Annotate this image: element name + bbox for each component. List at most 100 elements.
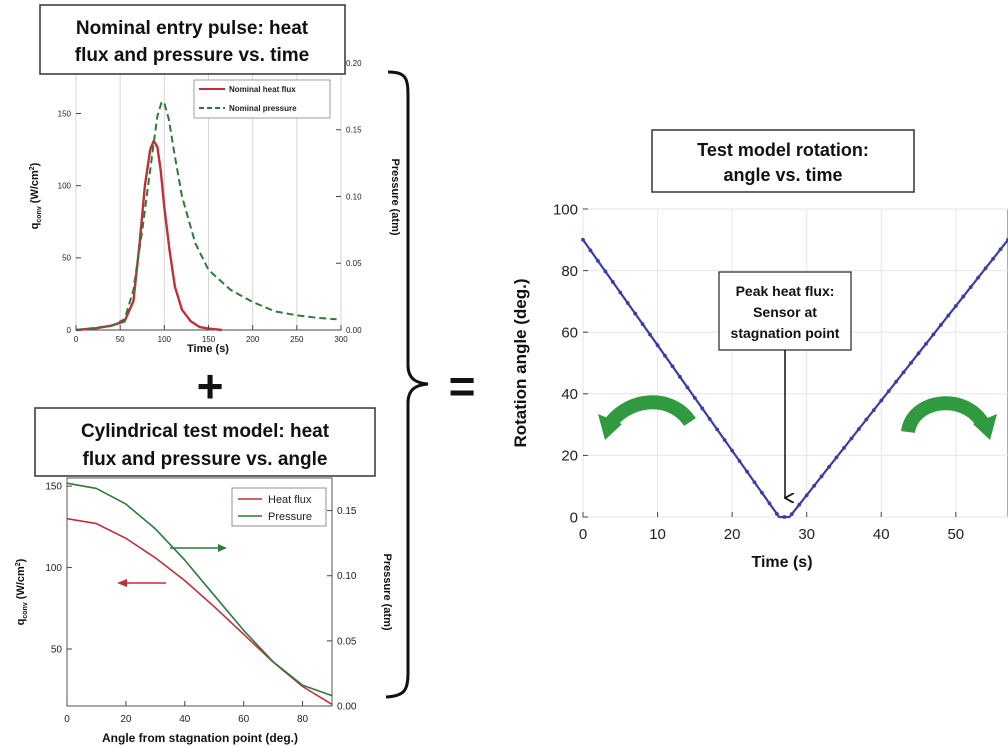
y-tick-label: 60 — [561, 324, 578, 341]
x-tick-label: 0 — [64, 714, 70, 725]
callout-line-2: Sensor at — [753, 304, 817, 320]
y-tick-label: 100 — [45, 563, 62, 574]
y-axis-label: qconv (W/cm2) — [29, 162, 43, 229]
data-point — [640, 322, 645, 327]
y-axis-label: Rotation angle (deg.) — [511, 278, 530, 447]
data-point — [730, 448, 735, 453]
data-point — [901, 370, 906, 375]
chart-title-line-2: flux and pressure vs. angle — [83, 449, 328, 470]
x-tick-label: 40 — [179, 714, 191, 725]
data-point — [692, 395, 697, 400]
x-tick-label: 0 — [579, 526, 587, 543]
x-tick-label: 60 — [238, 714, 250, 725]
data-point — [924, 341, 928, 346]
data-point — [752, 480, 757, 485]
data-point — [916, 351, 921, 356]
right-arrow-icon — [170, 544, 227, 552]
y-axis-label-unit: (W/cm — [29, 170, 41, 206]
data-point — [745, 469, 749, 474]
data-point — [596, 258, 600, 263]
y2-tick-label: 0.00 — [346, 326, 362, 335]
y-axis-label-main: q — [15, 619, 27, 626]
data-point — [804, 493, 809, 498]
y-axis-label-sub: conv — [36, 206, 43, 222]
legend-box — [231, 487, 327, 527]
data-point — [946, 313, 951, 318]
chart-title-line-1: Nominal entry pulse: heat — [76, 18, 309, 39]
y2-tick-label: 0.05 — [346, 259, 362, 268]
data-point — [938, 323, 943, 327]
legend-label-pressure: Pressure — [268, 511, 312, 523]
curved-arrow-icon — [598, 395, 696, 440]
grouping-brace — [385, 70, 429, 699]
left-arrow-icon — [117, 579, 166, 587]
data-point — [879, 398, 884, 403]
x-tick-label: 300 — [334, 335, 348, 344]
y2-axis-label: Pressure (atm) — [389, 158, 401, 235]
data-point — [715, 427, 720, 432]
y-axis-label-close: ) — [29, 162, 41, 166]
data-point — [722, 438, 727, 442]
y-axis-label-sup: 2 — [15, 562, 22, 566]
series-layer — [75, 100, 337, 332]
x-axis-label: Time (s) — [751, 554, 812, 571]
data-point — [760, 490, 764, 495]
y-axis-label-unit: (W/cm — [15, 566, 27, 602]
data-point — [976, 275, 981, 280]
callout-line-3: stagnation point — [731, 325, 840, 341]
data-point — [774, 511, 779, 516]
chart-title-line-2: angle vs. time — [723, 165, 842, 185]
plot-frame — [582, 208, 1008, 518]
tick-layer: 0 50 100 150 200 250 300 0 50 100 150 0.00 0.05 0.10 0… — [58, 59, 362, 344]
y-tick-label: 150 — [45, 482, 62, 493]
x-axis-label: Time (s) — [187, 343, 229, 355]
data-point — [983, 266, 988, 271]
y-tick-label: 20 — [561, 448, 578, 465]
equals-sign: = — [449, 360, 476, 412]
legend-box — [193, 79, 331, 119]
data-point — [603, 269, 608, 274]
x-tick-label: 50 — [116, 335, 125, 344]
series-layer — [581, 237, 1008, 519]
callout-line-1: Peak heat flux: — [736, 283, 835, 299]
data-point — [618, 290, 623, 295]
legend-label-heat-flux: Nominal heat flux — [229, 85, 296, 94]
x-tick-label: 20 — [724, 526, 741, 543]
data-point — [707, 417, 712, 421]
x-tick-label: 50 — [947, 526, 964, 543]
y-tick-label: 50 — [51, 645, 63, 656]
data-point — [812, 483, 817, 488]
x-tick-label: 80 — [297, 714, 309, 725]
y2-tick-label: 0.20 — [346, 59, 362, 68]
y2-tick-label: 0.15 — [346, 126, 362, 135]
y2-tick-label: 0.10 — [337, 571, 357, 582]
x-axis-label: Angle from stagnation point (deg.) — [102, 731, 298, 745]
callout-box — [718, 271, 852, 351]
data-point — [685, 385, 690, 390]
x-tick-label: 10 — [649, 526, 666, 543]
y2-tick-label: 0.15 — [337, 506, 357, 517]
rotation-chart: 0 10 20 30 40 50 0 20 40 60 80 100 Time (s) Rotatio… — [511, 129, 1008, 571]
y-tick-label: 50 — [62, 254, 71, 263]
data-point — [819, 474, 824, 479]
data-point — [655, 343, 660, 348]
data-point — [633, 311, 638, 316]
chart-title-line-2: flux and pressure vs. time — [75, 45, 309, 66]
data-point — [789, 512, 794, 517]
x-tick-label: 250 — [290, 335, 304, 344]
data-point — [737, 459, 742, 464]
legend-label-heat-flux: Heat flux — [268, 494, 312, 506]
plus-sign: + — [197, 360, 224, 412]
curved-arrow-icon — [901, 396, 997, 440]
entry-pulse-chart: 0 50 100 150 200 250 300 0 50 100 150 0.00 0.05 0.10 0… — [29, 4, 401, 355]
title-box — [39, 4, 346, 75]
x-tick-label: 150 — [202, 335, 216, 344]
chart-title-line-1: Test model rotation: — [697, 140, 869, 160]
data-point — [849, 436, 854, 441]
y2-axis-label: Pressure (atm) — [381, 553, 393, 630]
y-axis-label-sub: conv — [22, 602, 29, 618]
test-model-chart: 0 20 40 60 80 50 100 150 0.00 0.05 0.10 0.15 Heat f… — [15, 407, 393, 745]
y-tick-label: 80 — [561, 263, 578, 280]
data-point — [931, 332, 936, 337]
